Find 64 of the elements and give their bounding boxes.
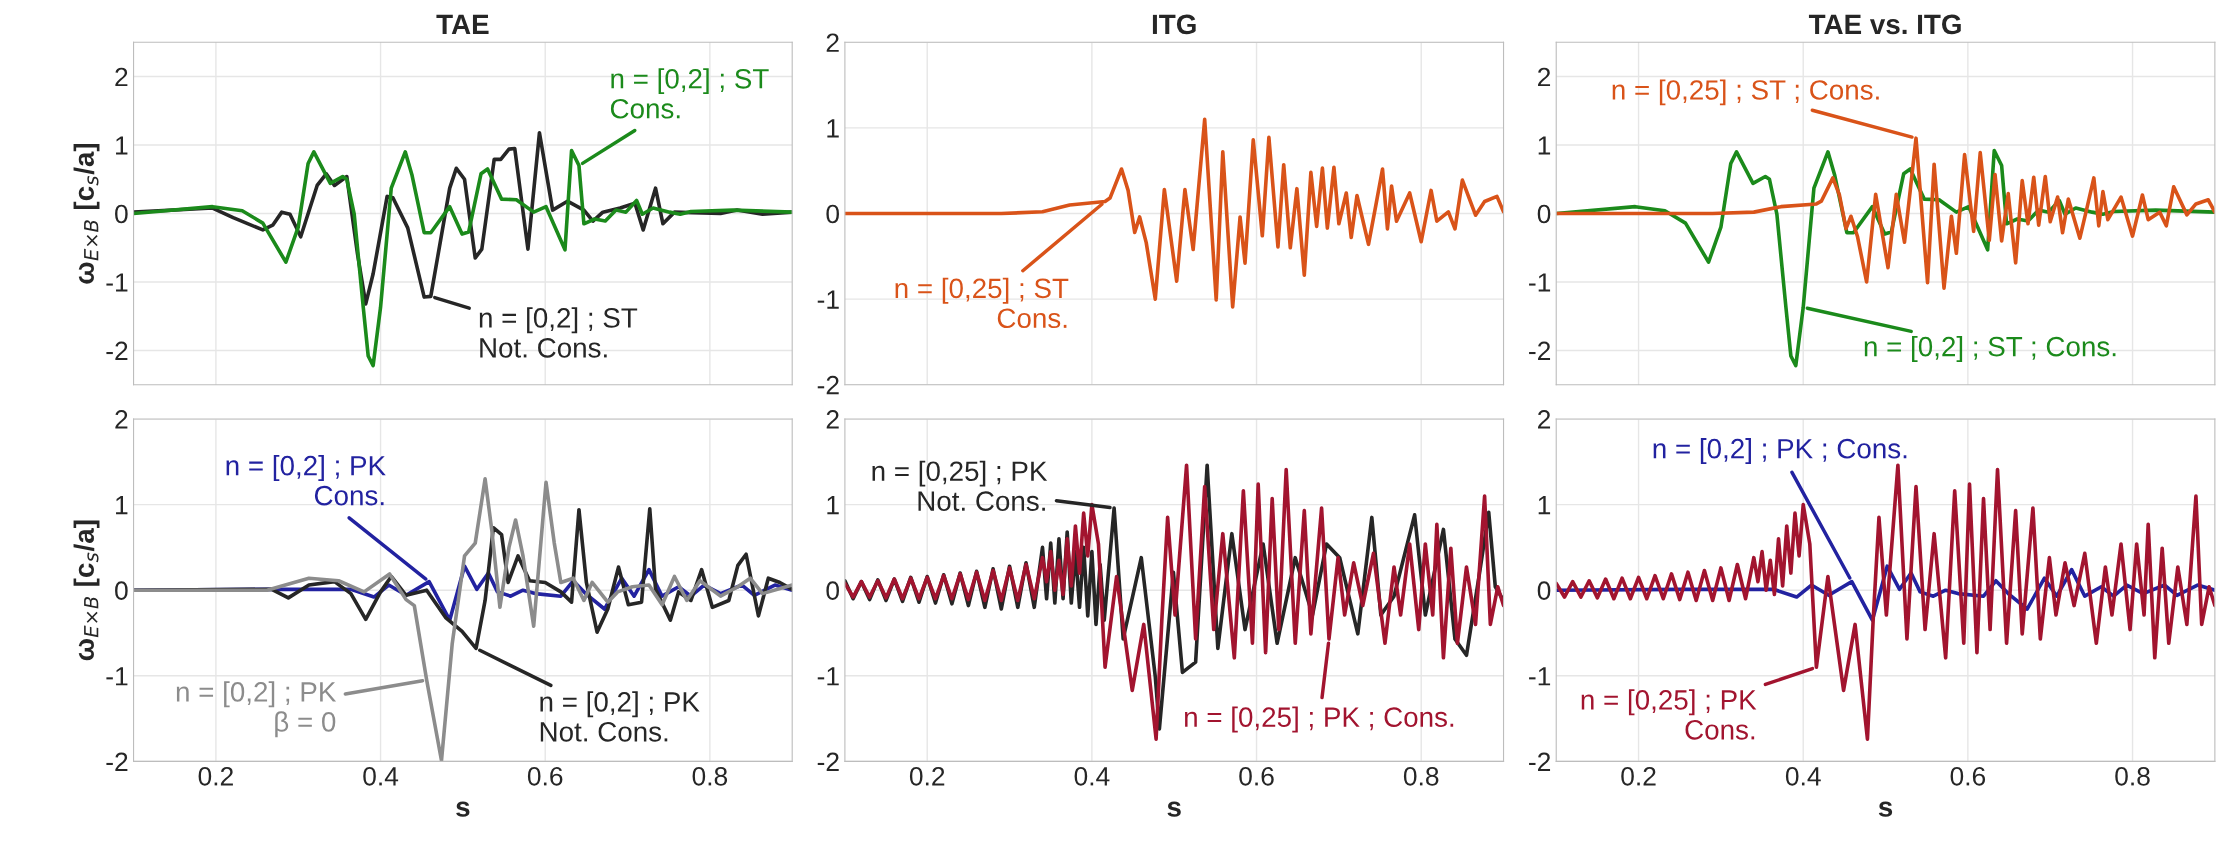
y-tick-label: 2	[826, 33, 839, 52]
x-tick-label: 0.2	[198, 766, 233, 786]
x-tick-label: 0.4	[1074, 766, 1110, 786]
y-tick-label: 2	[115, 67, 128, 87]
x-tick-label: 0.8	[1403, 766, 1439, 786]
annotation: n = [0,25] ; PK ; Cons.	[1185, 706, 1454, 733]
y-tick-label: -1	[817, 667, 839, 686]
x-tick-label: 0.2	[1621, 766, 1656, 786]
y-tick-label: 1	[1538, 136, 1551, 155]
y-tick-label: -2	[817, 752, 839, 771]
y-tick-label: -1	[1529, 667, 1551, 686]
y-axis-title: ω$_{E×B}$ [c$_{s}$/a]	[73, 520, 100, 661]
y-tick-label: -1	[106, 273, 128, 292]
annotation: n = [0,2] ; PK Cons.	[226, 455, 386, 506]
y-tick-label: -2	[1529, 341, 1551, 361]
y-tick-label: 0	[115, 581, 128, 601]
x-tick-label: 0.6	[1239, 766, 1274, 786]
y-tick-label: 0	[1537, 581, 1551, 601]
y-tick-label: 2	[1538, 67, 1551, 87]
x-tick-label: 0.6	[527, 766, 563, 786]
annotation: n = [0,25] ; ST ; Cons.	[1612, 79, 1879, 106]
y-tick-label: -2	[106, 752, 128, 771]
x-tick-label: 0.6	[1950, 766, 1986, 786]
y-tick-label: -2	[1529, 752, 1551, 771]
annotation: n = [0,25] ; PK Cons.	[1581, 689, 1757, 740]
chart-title: TAE vs. ITG	[1808, 14, 1961, 35]
annotation: n = [0,2] ; PK β = 0	[176, 681, 337, 738]
chart-title: TAE	[436, 14, 489, 34]
y-tick-label: 1	[827, 495, 839, 515]
annotation: n = [0,25] ; PK Not. Cons.	[872, 460, 1048, 511]
y-tick-label: -2	[106, 341, 128, 361]
x-tick-label: 0.4	[1785, 766, 1821, 786]
y-tick-label: 0	[1537, 204, 1551, 224]
x-tick-label: 0.8	[692, 766, 728, 786]
y-tick-label: 0	[115, 204, 128, 224]
chart-title: ITG	[1152, 14, 1196, 35]
y-axis-title: ω$_{E×B}$ [c$_{s}$/a]	[73, 143, 100, 284]
annotation: n = [0,2] ; ST Cons.	[610, 68, 769, 119]
y-tick-label: -2	[817, 375, 839, 395]
annotation: n = [0,2] ; PK ; Cons.	[1653, 438, 1907, 465]
x-tick-label: 0.4	[363, 766, 399, 786]
y-tick-label: 1	[116, 495, 128, 515]
annotation: n = [0,2] ; ST Not. Cons.	[479, 307, 638, 358]
line-series	[1556, 463, 2215, 741]
y-tick-label: 0	[826, 204, 839, 224]
x-tick-label: 0.8	[2115, 766, 2150, 786]
line-series	[844, 117, 1504, 309]
annotation: n = [0,2] ; PK Not. Cons.	[540, 691, 700, 742]
x-axis-title: s	[1878, 801, 1893, 817]
x-axis-title: s	[456, 801, 470, 817]
y-tick-label: 2	[115, 410, 128, 429]
y-tick-label: -1	[817, 290, 839, 309]
y-tick-label: -1	[1529, 273, 1551, 292]
y-tick-label: 2	[826, 410, 839, 429]
annotation: n = [0,25] ; ST Cons.	[895, 277, 1069, 329]
y-tick-label: 2	[1538, 410, 1551, 429]
y-tick-label: 1	[116, 136, 128, 155]
y-tick-label: 0	[826, 581, 839, 601]
y-tick-label: -1	[106, 667, 128, 686]
y-tick-label: 1	[827, 119, 839, 138]
y-tick-label: 1	[1538, 495, 1551, 515]
x-tick-label: 0.2	[909, 766, 945, 786]
x-axis-title: s	[1167, 801, 1181, 817]
annotation: n = [0,2] ; ST ; Cons.	[1864, 336, 2116, 362]
